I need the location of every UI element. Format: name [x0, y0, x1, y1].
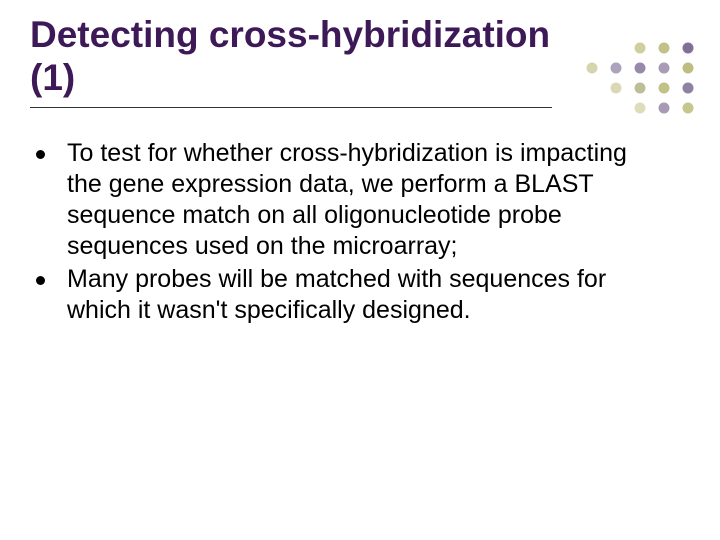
slide-container: Detecting cross-hybridization (1) To tes…: [0, 0, 720, 540]
bullet-icon: [36, 276, 45, 285]
bullet-list: To test for whether cross-hybridization …: [30, 138, 690, 326]
list-item: To test for whether cross-hybridization …: [36, 138, 690, 262]
bullet-text: To test for whether cross-hybridization …: [67, 138, 657, 262]
title-underline: [30, 107, 552, 108]
dot-grid-svg: [582, 40, 702, 118]
list-item: Many probes will be matched with sequenc…: [36, 264, 690, 326]
corner-decoration: [582, 40, 702, 118]
bullet-icon: [36, 150, 45, 159]
slide-title: Detecting cross-hybridization (1): [30, 14, 560, 99]
bullet-text: Many probes will be matched with sequenc…: [67, 264, 657, 326]
